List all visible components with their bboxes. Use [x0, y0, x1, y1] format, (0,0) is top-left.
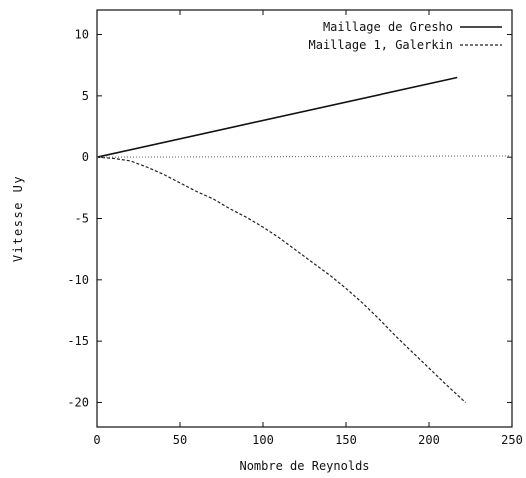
y-tick-label: -5 [75, 212, 89, 226]
series-line-0 [96, 76, 458, 158]
legend-label: Maillage 1, Galerkin [309, 38, 454, 52]
x-tick-label: 150 [335, 433, 357, 447]
y-tick-label: -20 [67, 395, 89, 409]
x-tick-label: 50 [173, 433, 187, 447]
x-tick-label: 0 [93, 433, 100, 447]
x-tick-label: 200 [418, 433, 440, 447]
y-tick-label: 10 [75, 28, 89, 42]
y-tick-label: -10 [67, 273, 89, 287]
series-line-2 [96, 155, 513, 158]
x-tick-label: 100 [252, 433, 274, 447]
legend: Maillage de Gresho Maillage 1, Galerkin [309, 20, 502, 52]
plot-frame [96, 9, 513, 428]
y-tick-label: -15 [67, 334, 89, 348]
y-tick-label: 5 [82, 89, 89, 103]
x-axis-ticks: 0 50 100 150 200 250 [93, 10, 523, 447]
y-tick-label: 0 [82, 150, 89, 164]
series-lines [96, 76, 513, 403]
series-line-1 [96, 156, 466, 403]
legend-label: Maillage de Gresho [323, 20, 453, 34]
y-axis-ticks: 10 5 0 -5 -10 -15 -20 [67, 28, 512, 409]
plot-area [96, 9, 513, 428]
x-axis-label: Nombre de Reynolds [239, 459, 369, 473]
y-axis-label: Vitesse Uy [11, 175, 25, 262]
x-tick-label: 250 [501, 433, 523, 447]
